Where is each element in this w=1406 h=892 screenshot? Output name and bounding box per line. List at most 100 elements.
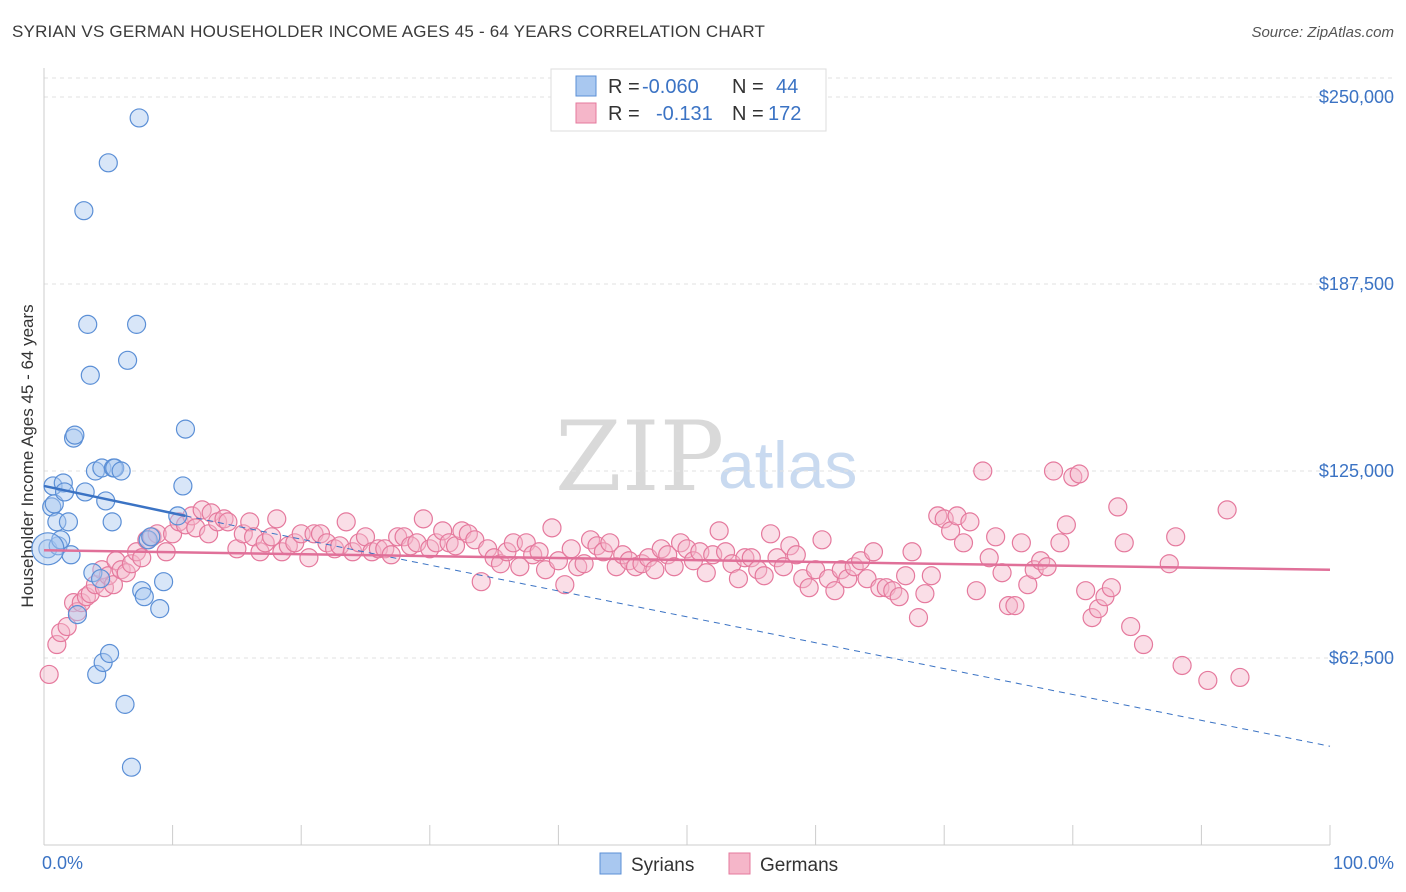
point-germans [529,542,549,562]
point-germans [760,524,781,544]
point-germans [992,563,1012,583]
watermark-zip: ZIP [555,401,724,513]
point-germans [490,554,511,574]
point-germans [1005,596,1025,616]
point-germans [921,566,941,586]
point-germans [1056,515,1076,535]
point-syrians-large [31,532,65,566]
point-germans [250,542,270,562]
point-syrians [117,350,138,370]
bottom-legend-label-syrians: Syrians [631,855,694,876]
legend-swatch-germans [575,102,597,124]
point-germans [754,566,774,586]
point-syrians [98,153,118,173]
point-germans [960,512,980,532]
point-germans [542,518,562,538]
bottom-legend-swatch-germans [728,852,751,875]
bottom-legend-swatch-syrians [599,852,622,875]
point-syrians [42,497,62,517]
point-germans [336,512,356,532]
point-syrians [126,314,147,334]
point-germans [561,539,581,559]
point-syrians [129,108,149,128]
point-syrians [87,664,107,685]
point-germans [1121,616,1141,637]
point-germans [966,581,986,601]
point-syrians [78,314,98,334]
point-germans [121,554,142,574]
point-germans [433,521,453,541]
point-germans [39,664,59,685]
point-syrians [134,587,154,607]
y-tick-label: $250,000 [1319,87,1394,107]
trend-line-syrians-dashed [185,515,1331,747]
point-germans [1114,533,1134,553]
x-tick-label-min: 0.0% [42,853,83,873]
point-syrians [61,545,81,565]
legend-r-value-syrians: -0.060 [642,76,699,98]
point-syrians [175,419,196,439]
point-germans [1198,670,1218,691]
y-tick-labels: $62,500 $125,000 $187,500 $250,000 [1319,87,1394,668]
point-syrians [150,599,170,619]
point-germans [413,509,433,529]
point-germans [896,566,916,586]
point-germans [1043,461,1064,481]
point-germans [240,512,260,532]
point-germans [902,542,922,562]
y-axis-title: Householder Income Ages 45 - 64 years [18,304,37,607]
point-germans [555,575,575,595]
grid-lines [44,77,1392,659]
trend-line-syrians-solid [43,484,186,518]
correlation-legend: R = -0.060 N = 44 R = -0.131 N = 172 [550,68,827,132]
point-germans [915,584,935,604]
point-syrians [173,476,193,496]
trend-line-germans-solid [43,549,1331,571]
legend-r-label-syrians: R = [608,76,640,98]
point-germans [799,578,819,598]
point-syrians [80,365,100,385]
chart-title: SYRIAN VS GERMAN HOUSEHOLDER INCOME AGES… [12,22,766,41]
point-germans [728,569,749,589]
point-germans [786,545,806,565]
point-germans [1166,527,1186,547]
point-germans [1217,500,1237,520]
point-syrians [111,461,131,481]
x-ticks [172,825,1331,845]
watermark-atlas: atlas [718,428,857,502]
point-germans [1108,497,1128,517]
point-germans [262,527,282,547]
point-germans [1230,667,1250,688]
point-germans [696,563,716,583]
legend-swatch-syrians [575,75,597,97]
legend-n-value-syrians: 44 [776,76,798,98]
point-germans [1069,464,1089,484]
point-germans [111,560,131,580]
legend-n-value-germans: 172 [768,103,801,125]
point-germans [267,509,287,529]
point-germans [986,527,1006,547]
point-syrians [90,569,111,589]
point-germans [889,587,909,607]
point-germans [863,542,884,562]
point-germans [709,521,729,541]
trend-lines [43,484,1331,747]
point-germans [979,548,999,568]
point-syrians [141,527,161,547]
legend-n-label-germans: N = [732,103,764,125]
legend-r-label-germans: R = [608,103,640,125]
point-syrians [67,605,88,625]
point-germans [645,560,665,580]
x-tick-label-max: 100.0% [1333,853,1394,873]
legend-n-label-syrians: N = [732,76,764,98]
point-germans [1088,599,1109,619]
point-germans [1076,581,1096,601]
series-legend: Syrians Germans [599,852,838,876]
point-syrians [121,757,142,777]
point-syrians [47,512,67,532]
bottom-legend-label-germans: Germans [760,855,838,876]
point-syrians [74,201,94,221]
point-germans [1159,554,1179,574]
point-germans [908,608,929,628]
